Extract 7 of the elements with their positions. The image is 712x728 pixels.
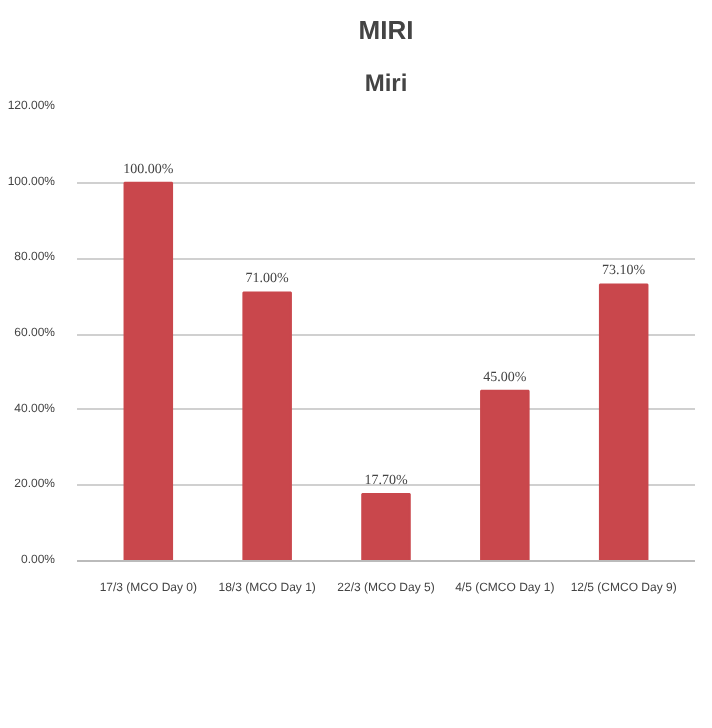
bar bbox=[598, 283, 649, 561]
bar bbox=[361, 493, 411, 561]
bar bbox=[242, 291, 292, 561]
bar bbox=[480, 389, 530, 561]
chart-subtitle: Miri bbox=[364, 69, 408, 97]
chart-title: MIRI bbox=[358, 15, 414, 45]
bar bbox=[123, 181, 174, 561]
